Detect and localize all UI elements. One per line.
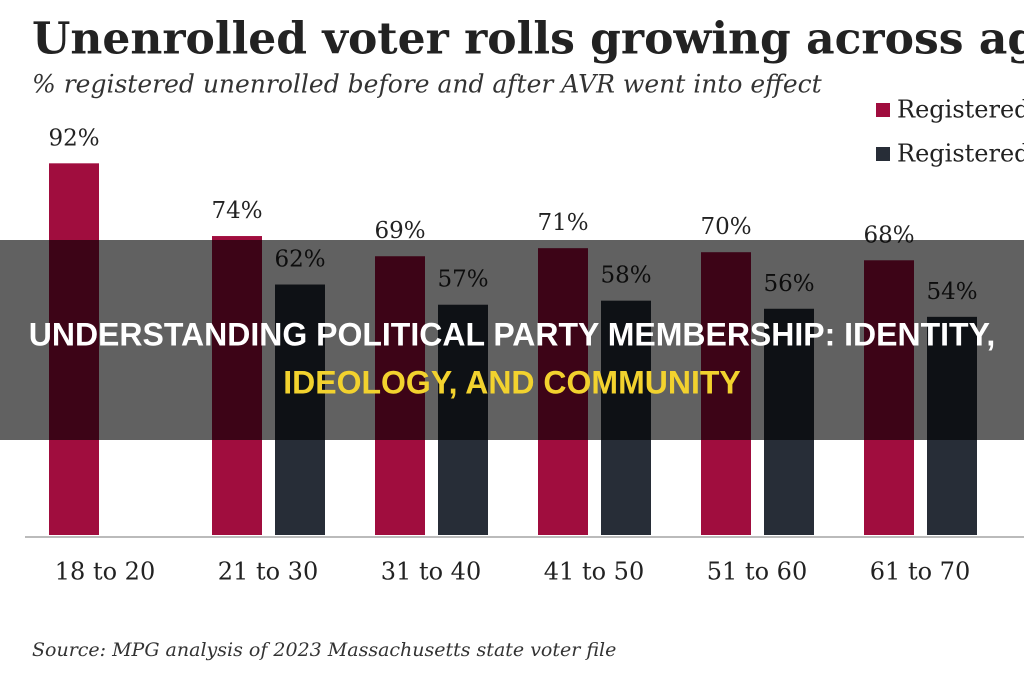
banner-title: IDEOLOGY, AND COMMUNITY [283, 364, 740, 400]
x-tick-label: 21 to 30 [218, 558, 318, 586]
value-label: 70% [700, 214, 751, 240]
chart-subtitle: % registered unenrolled before and after… [32, 70, 823, 99]
x-tick-label: 18 to 20 [55, 558, 155, 586]
legend-swatch [876, 147, 890, 161]
chart-title: Unenrolled voter rolls growing across ag… [32, 14, 1024, 65]
value-label: 92% [48, 125, 99, 151]
legend-swatch [876, 103, 890, 117]
source-note: Source: MPG analysis of 2023 Massachuset… [32, 639, 616, 661]
banner-background [0, 240, 1024, 440]
x-tick-label: 51 to 60 [707, 558, 807, 586]
banner-title: UNDERSTANDING POLITICAL PARTY MEMBERSHIP… [29, 316, 996, 352]
value-label: 69% [374, 218, 425, 244]
value-label: 74% [211, 198, 262, 224]
x-tick-label: 61 to 70 [870, 558, 970, 586]
value-label: 71% [537, 210, 588, 236]
legend-label: Registered [897, 96, 1024, 124]
legend-label: Registered [897, 140, 1024, 168]
banner: UNDERSTANDING POLITICAL PARTY MEMBERSHIP… [0, 240, 1024, 440]
x-tick-label: 41 to 50 [544, 558, 644, 586]
x-tick-label: 31 to 40 [381, 558, 481, 586]
